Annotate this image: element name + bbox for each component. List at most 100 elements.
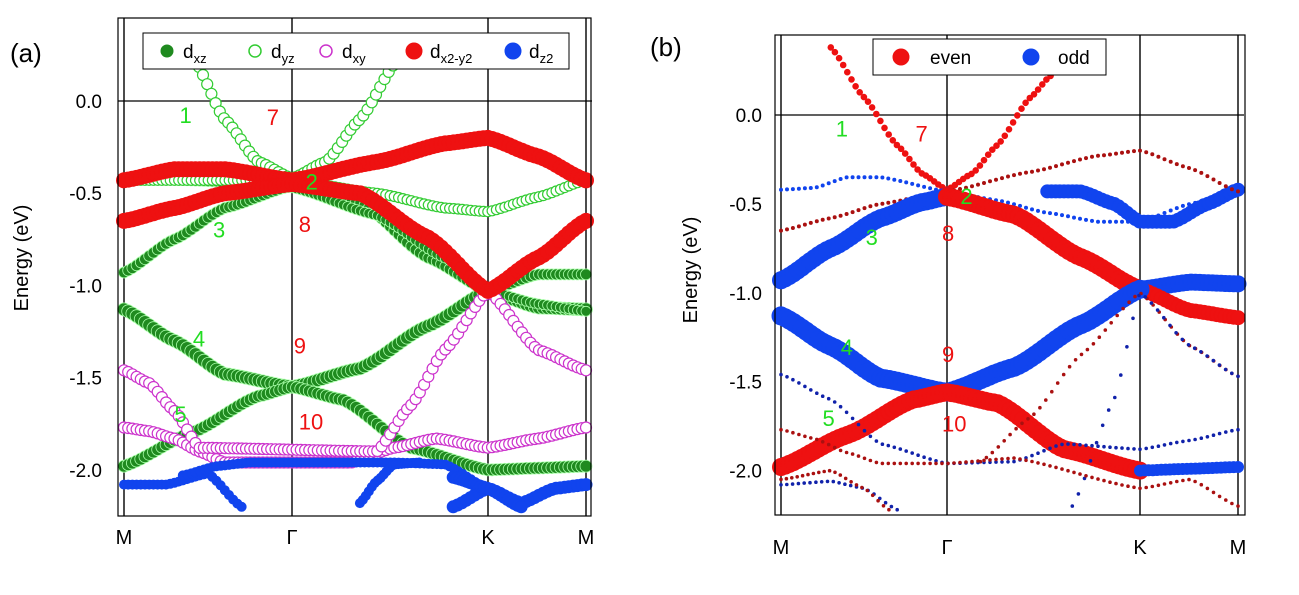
band-point	[779, 483, 783, 487]
legend-marker-odd	[1022, 48, 1040, 66]
panel-label-a: (a)	[10, 38, 42, 68]
y-tick-label: -0.5	[729, 195, 762, 216]
band-point	[1097, 335, 1102, 340]
band-point	[1168, 441, 1173, 446]
band-point	[864, 98, 872, 105]
band-point	[982, 181, 986, 185]
band-point	[779, 187, 783, 192]
legend-label-dxz: dxz	[183, 42, 207, 66]
band-point	[790, 476, 794, 480]
band-point	[1102, 444, 1106, 449]
band-point	[1150, 445, 1155, 450]
y-tick-label: -1.0	[69, 276, 102, 297]
band-point	[1030, 453, 1034, 458]
band-point	[819, 480, 824, 484]
band-point	[1072, 442, 1076, 447]
y-axis-title-a: Energy (eV)	[11, 205, 33, 312]
band-point	[814, 219, 819, 224]
band-point	[914, 166, 921, 173]
band-point	[958, 460, 962, 465]
band-point	[236, 501, 247, 512]
band-point	[964, 460, 968, 464]
band-point	[852, 83, 859, 90]
band-point	[1143, 295, 1147, 299]
band-point	[868, 434, 873, 439]
band-point	[1193, 168, 1198, 173]
band-point	[1230, 501, 1234, 506]
band-point	[1181, 439, 1185, 444]
band-point	[1126, 484, 1130, 489]
band-point	[1120, 446, 1124, 450]
band-point	[1224, 498, 1228, 502]
band-label-5: 5	[823, 406, 835, 431]
series-dz2	[119, 468, 247, 512]
band-point	[887, 507, 891, 512]
band-point	[1012, 459, 1016, 464]
band-point	[1180, 203, 1185, 208]
band-point	[1073, 358, 1078, 362]
band-point	[832, 215, 837, 220]
band-point	[809, 436, 813, 440]
band-point	[814, 185, 819, 190]
y-tick-label: 0.0	[76, 92, 102, 113]
band-point	[1181, 478, 1185, 483]
band-point	[1014, 426, 1018, 431]
series-dz2	[354, 457, 425, 509]
band-point	[892, 445, 897, 450]
band-point	[1094, 440, 1099, 445]
band-point	[862, 175, 867, 180]
band-point	[1236, 189, 1240, 194]
legend-marker-dz2	[504, 42, 522, 60]
band-point	[993, 142, 1000, 149]
series-dxy	[117, 285, 593, 458]
band-point	[1199, 436, 1204, 441]
band-point	[1030, 169, 1034, 174]
band-point	[838, 177, 843, 181]
kpoint-label-1: Γ	[286, 527, 297, 549]
band-point	[1121, 306, 1125, 311]
legend-marker-dxz	[160, 44, 174, 58]
band-point	[1236, 427, 1240, 432]
plot-frame-b	[774, 34, 1246, 516]
band-point	[1137, 293, 1141, 298]
band-point	[1082, 476, 1087, 481]
band-point	[848, 483, 853, 488]
band-point	[1078, 157, 1082, 162]
legend-b: even odd	[872, 38, 1107, 76]
band-point	[1114, 151, 1118, 156]
band-point	[1042, 448, 1046, 453]
band-point	[1230, 428, 1234, 433]
band-point	[889, 504, 894, 509]
band-point	[1088, 459, 1093, 463]
band-point	[785, 429, 789, 433]
band-point	[1193, 479, 1197, 484]
band-point	[1050, 389, 1054, 394]
band-point	[1102, 153, 1106, 158]
band-point	[1012, 456, 1016, 460]
band-point	[795, 475, 800, 479]
band-point	[826, 442, 831, 447]
band-point	[1199, 482, 1204, 487]
band-point	[578, 212, 594, 229]
band-point	[856, 422, 861, 427]
band-point	[1084, 217, 1088, 222]
band-point	[1000, 460, 1004, 464]
band-point	[906, 155, 913, 163]
band-point	[1100, 423, 1105, 428]
band-point	[928, 461, 932, 466]
band-point	[1217, 181, 1222, 185]
band-point	[802, 222, 807, 227]
band-label-7: 7	[915, 122, 927, 147]
band-point	[1066, 214, 1070, 219]
band-point	[1054, 444, 1058, 448]
band-point	[1223, 184, 1228, 189]
band-point	[785, 187, 789, 192]
band-point	[988, 458, 992, 462]
band-point	[827, 468, 832, 473]
band-point	[1174, 206, 1179, 211]
band-point	[1022, 99, 1029, 107]
band-point	[803, 384, 807, 389]
band-point	[1061, 372, 1066, 377]
band-point	[1072, 215, 1076, 220]
band-point	[1090, 154, 1094, 159]
